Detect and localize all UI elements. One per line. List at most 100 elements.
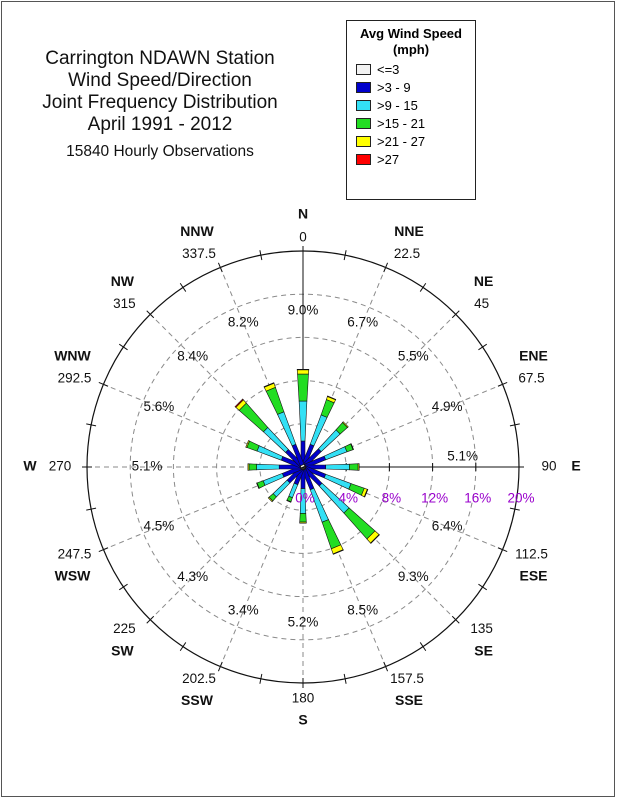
wind-bar-segment: [357, 463, 360, 471]
direction-degree-label: 247.5: [58, 547, 92, 562]
wind-bar-segment: [325, 463, 350, 471]
outer-tick: [118, 583, 128, 591]
outer-tick: [451, 310, 460, 319]
wind-bar-segment: [296, 369, 310, 375]
outer-tick: [343, 250, 347, 261]
direction-name-label: SSW: [181, 692, 214, 708]
title-line-1: Carrington NDAWN Station: [45, 48, 275, 69]
outer-tick: [419, 282, 427, 292]
direction-percent-label: 9.3%: [398, 569, 429, 584]
legend-swatch: [356, 154, 371, 165]
wind-bar-segment: [247, 463, 250, 471]
wind-bar-segment: [317, 429, 341, 453]
direction-percent-label: 6.4%: [432, 518, 463, 533]
title-line-2: Wind Speed/Direction: [68, 70, 252, 91]
outer-tick: [509, 423, 520, 427]
direction-degree-label: 0: [299, 230, 307, 245]
chart-subtitle: 15840 Hourly Observations: [66, 143, 254, 160]
wind-bar-segment: [309, 414, 328, 447]
wind-bar-segment: [238, 402, 269, 433]
direction-degree-label: 292.5: [58, 371, 92, 386]
radial-gridline: [307, 479, 387, 667]
wind-bar-segment: [265, 386, 285, 415]
wind-bar-segment: [350, 443, 354, 451]
legend-item: <=3: [347, 62, 475, 80]
direction-name-label: WSW: [55, 568, 92, 584]
legend-swatch: [356, 118, 371, 129]
wind-bar-segment: [272, 479, 291, 498]
direction-name-label: NE: [474, 273, 493, 289]
radial-axis-label: 16%: [464, 491, 491, 506]
outer-tick: [478, 343, 488, 351]
wind-bar-segment: [234, 398, 244, 408]
radial-gridline: [219, 267, 299, 455]
direction-name-label: SW: [111, 642, 134, 658]
wind-bar-segment: [323, 473, 352, 490]
radial-gridline: [315, 471, 503, 551]
legend-item: >15 - 21: [347, 116, 475, 134]
legend-label: >15 - 21: [377, 116, 426, 131]
outer-tick: [86, 507, 97, 511]
outer-tick: [217, 262, 223, 273]
outer-tick: [419, 642, 427, 652]
direction-name-label: NNW: [180, 223, 214, 239]
legend-title: Avg Wind Speed (mph): [347, 26, 475, 58]
legend-item: >27: [347, 152, 475, 170]
wind-bar-segment: [349, 463, 359, 471]
outer-tick: [343, 673, 347, 684]
outer-tick: [451, 615, 460, 624]
legend-title-line-2: (mph): [392, 42, 430, 57]
legend-item: >3 - 9: [347, 80, 475, 98]
radial-gridline: [103, 383, 291, 463]
outer-tick: [259, 673, 263, 684]
radial-gridline: [149, 313, 294, 458]
direction-degree-label: 157.5: [390, 671, 424, 686]
direction-percent-label: 5.1%: [447, 449, 478, 464]
legend-label: <=3: [377, 62, 400, 77]
direction-degree-label: 135: [470, 621, 493, 636]
outer-tick: [98, 381, 109, 387]
radial-gridline: [312, 476, 457, 621]
outer-tick: [179, 642, 187, 652]
wind-bar-segment: [248, 463, 257, 471]
direction-percent-label: 5.5%: [398, 348, 429, 363]
direction-percent-label: 5.6%: [143, 399, 174, 414]
wind-bar-segment: [256, 463, 280, 471]
direction-name-label: E: [571, 458, 580, 474]
direction-name-label: ENE: [519, 348, 548, 364]
direction-degree-label: 202.5: [182, 671, 216, 686]
radial-axis-label: 8%: [382, 491, 402, 506]
wind-bar-segment: [327, 395, 337, 401]
outer-tick: [98, 547, 109, 553]
legend-item: >21 - 27: [347, 134, 475, 152]
outer-tick: [497, 547, 508, 553]
legend-title-line-1: Avg Wind Speed: [360, 26, 462, 41]
legend-swatch: [356, 136, 371, 147]
legend-swatch: [356, 64, 371, 75]
direction-percent-label: 4.5%: [143, 518, 174, 533]
direction-percent-label: 5.2%: [288, 615, 319, 630]
radial-gridline: [149, 476, 294, 621]
direction-degree-label: 67.5: [518, 371, 544, 386]
legend-swatch: [356, 100, 371, 111]
wind-bar-segment: [342, 421, 349, 428]
direction-degree-label: 180: [292, 691, 315, 706]
direction-degree-label: 45: [474, 296, 489, 311]
radial-gridline: [307, 267, 387, 455]
direction-name-label: WNW: [54, 348, 91, 364]
direction-percent-label: 5.1%: [132, 459, 163, 474]
wind-bar-segment: [262, 426, 289, 453]
direction-name-label: S: [298, 712, 307, 728]
legend: Avg Wind Speed (mph) <=3 >3 - 9 >9 - 15 >15…: [346, 20, 476, 200]
wind-bar-segment: [299, 513, 307, 523]
radial-axis-label: 20%: [507, 491, 534, 506]
wind-bar-segment: [343, 507, 376, 540]
outer-tick: [146, 310, 155, 319]
direction-name-label: SE: [474, 642, 493, 658]
wind-bar-segment: [263, 382, 275, 388]
wind-bar-segment: [299, 521, 307, 524]
direction-percent-label: 8.2%: [228, 314, 259, 329]
title-line-4: April 1991 - 2012: [87, 114, 233, 135]
outer-tick: [509, 507, 520, 511]
